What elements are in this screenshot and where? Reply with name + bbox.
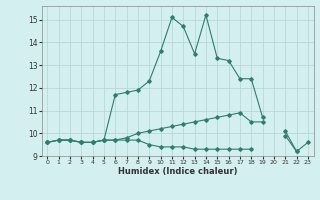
X-axis label: Humidex (Indice chaleur): Humidex (Indice chaleur) bbox=[118, 167, 237, 176]
